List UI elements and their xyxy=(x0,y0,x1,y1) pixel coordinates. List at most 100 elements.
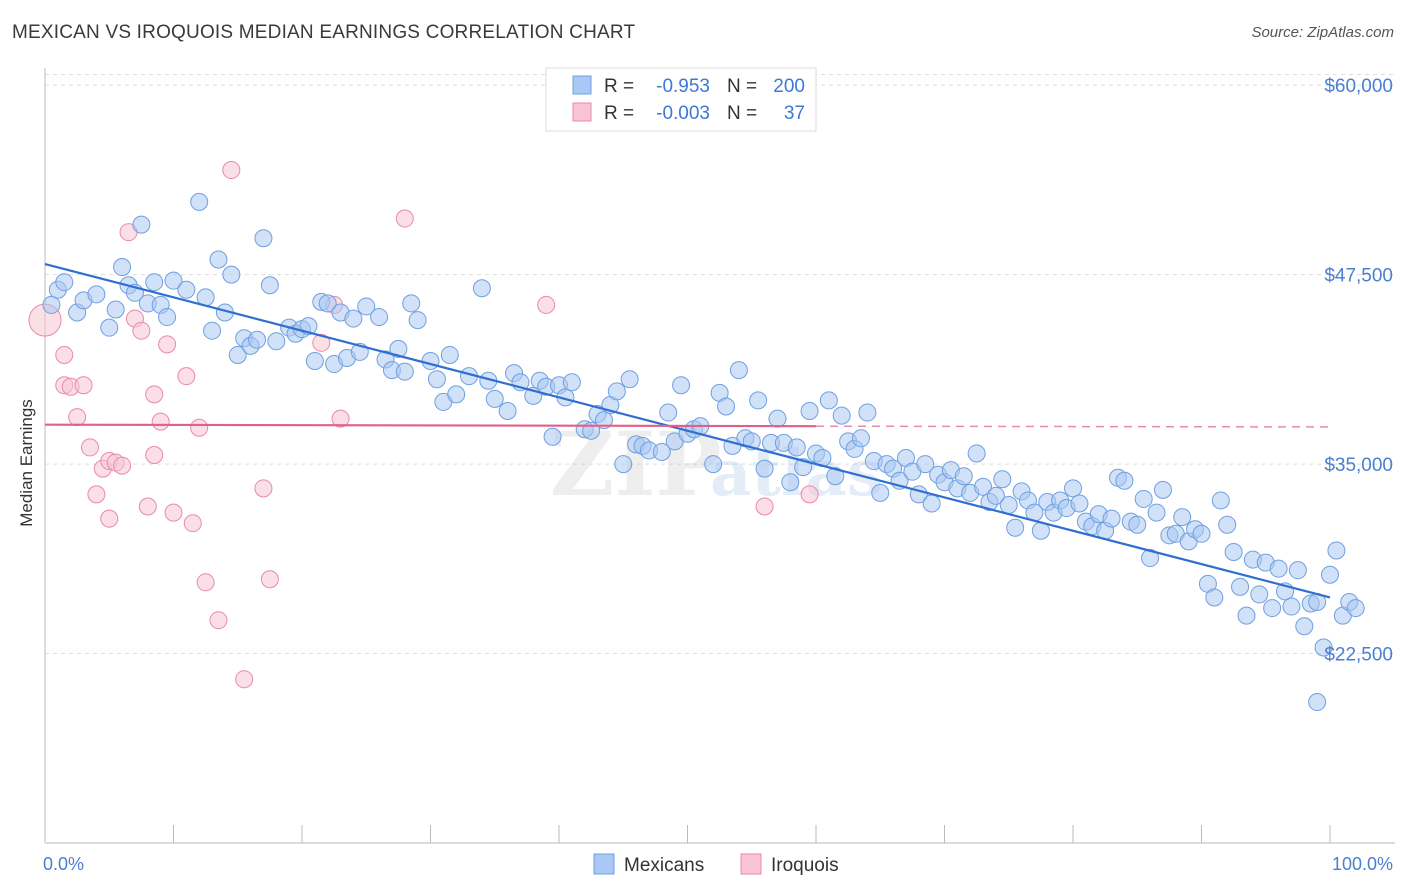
mexicans-point xyxy=(1314,638,1333,657)
data-points xyxy=(28,161,1365,712)
iroquois-point xyxy=(312,333,331,352)
mexicans-point xyxy=(1224,542,1243,561)
legend-r-label: R = xyxy=(604,103,634,124)
mexicans-point xyxy=(607,382,626,401)
mexicans-point xyxy=(177,280,196,299)
y-tick-labels: $22,500 $35,000 $47,500 $60,000 xyxy=(1324,76,1393,665)
iroquois-point xyxy=(254,479,273,498)
iroquois-point xyxy=(55,345,74,364)
iroquois-point xyxy=(395,209,414,228)
mexicans-point xyxy=(1192,524,1211,543)
mexicans-point xyxy=(145,273,164,292)
axes xyxy=(44,68,1395,844)
mexicans-point xyxy=(1327,541,1346,560)
mexicans-point xyxy=(1218,515,1237,534)
mexicans-point xyxy=(729,361,748,380)
iroquois-point xyxy=(74,376,93,395)
chart-title: MEXICAN VS IROQUOIS MEDIAN EARNINGS CORR… xyxy=(12,22,636,43)
iroquois-point xyxy=(222,161,241,180)
mexicans-trend-line xyxy=(44,262,1331,599)
legend-n-label: N = xyxy=(727,103,757,124)
iroquois-point xyxy=(113,456,132,475)
iroquois-point xyxy=(145,385,164,404)
legend-top: R = -0.953 N = 200 R = -0.003 N = 37 xyxy=(545,67,817,132)
mexicans-point xyxy=(1295,617,1314,636)
legend-swatch-1 xyxy=(572,102,592,122)
mexicans-point xyxy=(922,494,941,513)
mexicans-point xyxy=(1205,588,1224,607)
mexicans-point xyxy=(1308,693,1327,712)
mexicans-point xyxy=(203,321,222,340)
legend-bottom-swatch-1 xyxy=(740,853,762,875)
mexicans-point xyxy=(344,309,363,328)
mexicans-point xyxy=(826,467,845,486)
iroquois-trend-extension xyxy=(815,425,1331,428)
iroquois-point xyxy=(190,418,209,437)
iroquois-point xyxy=(183,514,202,533)
mexicans-point xyxy=(954,467,973,486)
mexicans-point xyxy=(395,362,414,381)
mexicans-point xyxy=(974,477,993,496)
mexicans-point xyxy=(158,308,177,327)
iroquois-point xyxy=(151,412,170,431)
mexicans-point xyxy=(614,455,633,474)
mexicans-point xyxy=(485,389,504,408)
mexicans-point xyxy=(1141,549,1160,568)
mexicans-point xyxy=(42,295,61,314)
mexicans-point xyxy=(659,403,678,422)
iroquois-point xyxy=(800,485,819,504)
mexicans-point xyxy=(1153,480,1172,499)
mexicans-point xyxy=(100,318,119,337)
iroquois-point xyxy=(100,509,119,528)
iroquois-point xyxy=(209,611,228,630)
iroquois-point xyxy=(87,485,106,504)
iroquois-point xyxy=(755,497,774,516)
mexicans-point xyxy=(106,300,125,319)
mexicans-point xyxy=(447,385,466,404)
mexicans-point xyxy=(768,409,787,428)
mexicans-point xyxy=(749,391,768,410)
mexicans-point xyxy=(1147,503,1166,522)
mexicans-point xyxy=(87,285,106,304)
mexicans-point xyxy=(986,486,1005,505)
mexicans-point xyxy=(800,402,819,421)
iroquois-point xyxy=(331,409,350,428)
iroquois-point xyxy=(260,570,279,589)
mexicans-point xyxy=(1134,489,1153,508)
legend-bottom-label: Iroquois xyxy=(771,855,839,876)
mexicans-point xyxy=(1128,515,1147,534)
mexicans-point xyxy=(1115,471,1134,490)
mexicans-point xyxy=(1250,585,1269,604)
legend-n-label: N = xyxy=(727,76,757,97)
mexicans-point xyxy=(871,483,890,502)
legend-n-value: 200 xyxy=(773,76,805,97)
mexicans-point xyxy=(1282,597,1301,616)
mexicans-point xyxy=(543,427,562,446)
y-tick-label: $35,000 xyxy=(1324,455,1393,476)
legend-r-value: -0.953 xyxy=(656,76,710,97)
mexicans-point xyxy=(1288,561,1307,580)
mexicans-point xyxy=(472,279,491,298)
x-tick-labels: 0.0% 100.0% xyxy=(43,854,1393,874)
mexicans-point xyxy=(190,192,209,211)
mexicans-point xyxy=(620,370,639,389)
mexicans-point xyxy=(562,373,581,392)
mexicans-point xyxy=(1263,599,1282,618)
mexicans-point xyxy=(498,402,517,421)
iroquois-point xyxy=(177,367,196,386)
mexicans-point xyxy=(248,330,267,349)
mexicans-point xyxy=(967,444,986,463)
mexicans-point xyxy=(1237,606,1256,625)
y-tick-label: $60,000 xyxy=(1324,76,1393,97)
x-tick-label-end: 100.0% xyxy=(1332,854,1393,874)
mexicans-point xyxy=(832,406,851,425)
mexicans-point xyxy=(672,376,691,395)
legend-bottom: Mexicans Iroquois xyxy=(593,853,839,876)
mexicans-point xyxy=(228,345,247,364)
mexicans-point xyxy=(113,258,132,277)
iroquois-point xyxy=(132,321,151,340)
mexicans-point xyxy=(1070,494,1089,513)
mexicans-point xyxy=(132,215,151,234)
mexicans-point xyxy=(1064,479,1082,498)
mexicans-point xyxy=(440,345,459,364)
